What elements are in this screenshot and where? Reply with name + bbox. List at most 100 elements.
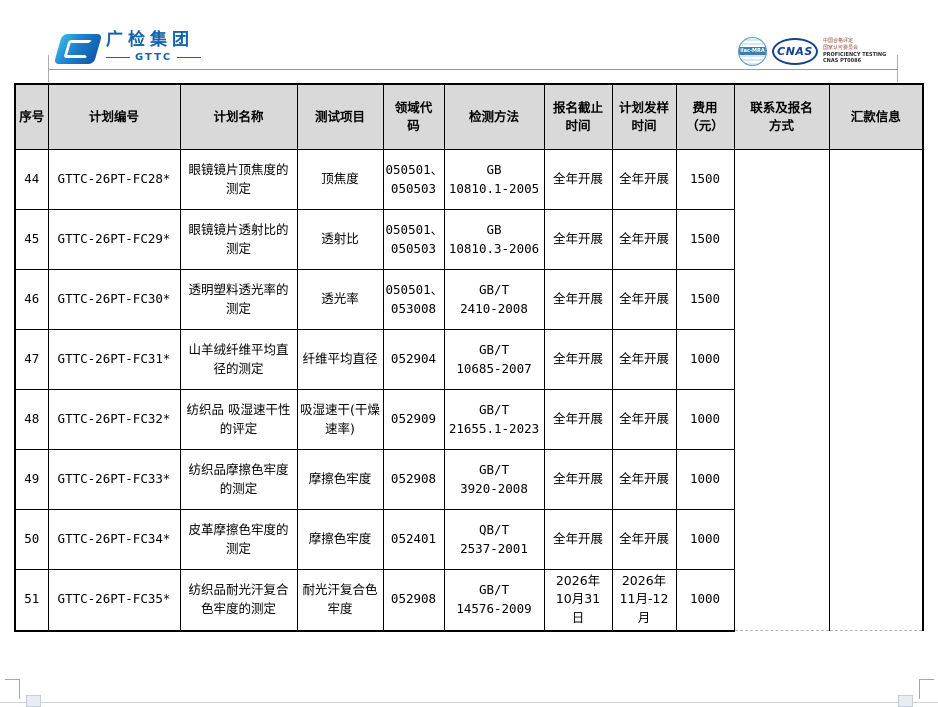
accreditation-logos: ilac-MRA CNAS 中国合格评定 国家认可委员会 PROFICIENCY… <box>738 37 895 66</box>
cell-fee: 1500 <box>675 209 735 270</box>
next-page-mark-right <box>898 695 913 707</box>
cell-sample-dispatch-time: 全年开展 <box>611 149 677 210</box>
cell-sample-dispatch-time: 全年开展 <box>611 329 677 390</box>
gttc-logo-icon <box>53 34 103 64</box>
cell-test-method: GB 10810.3-2006 <box>443 209 545 270</box>
cell-plan-number: GTTC-26PT-FC35* <box>47 569 181 632</box>
cell-serial: 51 <box>14 569 49 632</box>
cell-field-code: 052401 <box>382 509 445 570</box>
cell-test-item: 顶焦度 <box>296 149 384 210</box>
cell-test-method: GB 10810.1-2005 <box>443 149 545 210</box>
accreditation-line: 国家认可委员会 <box>823 44 859 51</box>
header-sample-dispatch-time: 计划发样 时间 <box>611 83 677 150</box>
cell-plan-name: 眼镜镜片顶焦度的测定 <box>179 149 298 210</box>
cell-serial: 48 <box>14 389 49 450</box>
gttc-logo: 广检集团 GTTC <box>53 30 202 64</box>
crop-mark-bottom-left <box>5 679 20 699</box>
header-plan-name: 计划名称 <box>179 83 298 150</box>
header-remittance-info: 汇款信息 <box>828 83 924 150</box>
cell-plan-name: 纺织品摩擦色牢度的测定 <box>179 449 298 510</box>
cell-test-method: GB/T 14576-2009 <box>443 569 545 632</box>
cell-plan-number: GTTC-26PT-FC29* <box>47 209 181 270</box>
cell-registration-deadline: 全年开展 <box>543 269 613 330</box>
table-row: 48 GTTC-26PT-FC32* 纺织品 吸湿速干性的评定 吸湿速干(干燥速… <box>14 389 923 450</box>
cell-sample-dispatch-time: 全年开展 <box>611 389 677 450</box>
cell-plan-name: 皮革摩擦色牢度的测定 <box>179 509 298 570</box>
cell-plan-number: GTTC-26PT-FC34* <box>47 509 181 570</box>
header-test-item: 测试项目 <box>296 83 384 150</box>
cell-sample-dispatch-time: 全年开展 <box>611 509 677 570</box>
cell-field-code: 052908 <box>382 569 445 632</box>
cell-plan-number: GTTC-26PT-FC30* <box>47 269 181 330</box>
cell-field-code: 052909 <box>382 389 445 450</box>
page-break-line <box>0 702 938 703</box>
cell-plan-number: GTTC-26PT-FC32* <box>47 389 181 450</box>
header-registration-deadline: 报名截止 时间 <box>543 83 613 150</box>
cell-fee: 1500 <box>675 269 735 330</box>
cell-test-method: GB/T 2410-2008 <box>443 269 545 330</box>
cnas-icon: CNAS <box>772 38 818 65</box>
dash-right <box>177 57 202 59</box>
cell-registration-deadline: 全年开展 <box>543 209 613 270</box>
table-row: 45 GTTC-26PT-FC29* 眼镜镜片透射比的测定 透射比 050501… <box>14 209 923 270</box>
cell-sample-dispatch-time: 2026年 11月-12 月 <box>611 569 677 632</box>
cell-test-method: GB/T 10685-2007 <box>443 329 545 390</box>
cell-test-item: 耐光汗复合色牢度 <box>296 569 384 632</box>
cell-plan-number: GTTC-26PT-FC28* <box>47 149 181 210</box>
header-serial: 序号 <box>14 83 49 150</box>
header-field-code: 领域代 码 <box>382 83 445 150</box>
ilac-mra-icon: ilac-MRA <box>738 37 767 66</box>
cell-test-item: 摩擦色牢度 <box>296 449 384 510</box>
table-row: 49 GTTC-26PT-FC33* 纺织品摩擦色牢度的测定 摩擦色牢度 052… <box>14 449 923 510</box>
cell-fee: 1500 <box>675 149 735 210</box>
cell-registration-deadline: 2026年 10月31 日 <box>543 569 613 632</box>
table-row: 50 GTTC-26PT-FC34* 皮革摩擦色牢度的测定 摩擦色牢度 0524… <box>14 509 923 570</box>
header-row: 序号 计划编号 计划名称 测试项目 领域代 码 检测方法 报名截止 时间 计划发… <box>14 83 924 150</box>
cell-fee: 1000 <box>675 509 735 570</box>
cell-plan-number: GTTC-26PT-FC31* <box>47 329 181 390</box>
cell-sample-dispatch-time: 全年开展 <box>611 209 677 270</box>
cell-serial: 49 <box>14 449 49 510</box>
cell-remittance-info <box>828 149 924 631</box>
company-abbr-row: GTTC <box>106 52 202 64</box>
margin-mark-top-left <box>48 55 49 82</box>
cell-registration-deadline: 全年开展 <box>543 329 613 390</box>
cell-field-code: 050501、 053008 <box>382 269 445 330</box>
cell-registration-deadline: 全年开展 <box>543 449 613 510</box>
accreditation-line: 中国合格评定 <box>823 38 854 44</box>
table-row: 46 GTTC-26PT-FC30* 透明塑料透光率的测定 透光率 050501… <box>14 269 923 330</box>
crop-mark-bottom-right <box>919 679 934 699</box>
cell-sample-dispatch-time: 全年开展 <box>611 269 677 330</box>
margin-mark-top-right <box>897 55 898 82</box>
cell-fee: 1000 <box>675 569 735 632</box>
proficiency-testing-plan-table: 序号 计划编号 计划名称 测试项目 领域代 码 检测方法 报名截止 时间 计划发… <box>14 83 924 632</box>
cell-test-method: GB/T 21655.1-2023 <box>443 389 545 450</box>
cell-registration-deadline: 全年开展 <box>543 149 613 210</box>
cell-serial: 46 <box>14 269 49 330</box>
header-plan-number: 计划编号 <box>47 83 181 150</box>
header-test-method: 检测方法 <box>443 83 545 150</box>
cell-fee: 1000 <box>675 329 735 390</box>
cell-sample-dispatch-time: 全年开展 <box>611 449 677 510</box>
cell-test-item: 摩擦色牢度 <box>296 509 384 570</box>
cell-field-code: 052904 <box>382 329 445 390</box>
accreditation-line: CNAS PT0086 <box>823 58 862 65</box>
cell-serial: 50 <box>14 509 49 570</box>
cell-test-method: GB/T 3920-2008 <box>443 449 545 510</box>
cell-plan-name: 眼镜镜片透射比的测定 <box>179 209 298 270</box>
cell-plan-name: 纺织品 吸湿速干性的评定 <box>179 389 298 450</box>
header-fee: 费用 （元） <box>675 83 735 150</box>
cell-registration-deadline: 全年开展 <box>543 389 613 450</box>
cell-fee: 1000 <box>675 449 735 510</box>
company-abbr: GTTC <box>135 52 173 64</box>
cell-test-item: 透射比 <box>296 209 384 270</box>
cell-test-item: 纤维平均直径 <box>296 329 384 390</box>
table-row: 51 GTTC-26PT-FC35* 纺织品耐光汗复合色牢度的测定 耐光汗复合色… <box>14 569 923 632</box>
cell-serial: 45 <box>14 209 49 270</box>
cell-field-code: 050501、 050503 <box>382 209 445 270</box>
cell-plan-number: GTTC-26PT-FC33* <box>47 449 181 510</box>
cnas-label: CNAS <box>777 45 813 58</box>
cell-registration-deadline: 全年开展 <box>543 509 613 570</box>
cell-plan-name: 纺织品耐光汗复合色牢度的测定 <box>179 569 298 632</box>
company-name: 广检集团 <box>106 30 194 50</box>
